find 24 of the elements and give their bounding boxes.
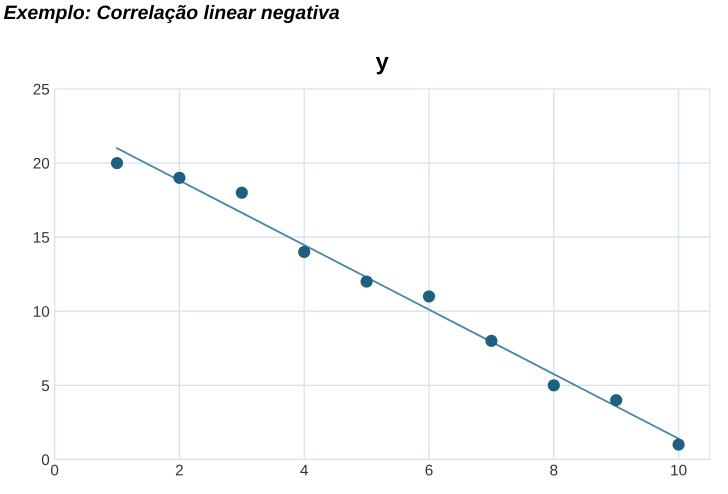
point bbox=[110, 156, 124, 170]
x-tick-label: 4 bbox=[300, 464, 308, 476]
y-tick-label: 10 bbox=[34, 306, 50, 317]
point bbox=[298, 246, 310, 258]
chart-title: y bbox=[376, 57, 389, 74]
y-tick-label: 25 bbox=[34, 84, 50, 95]
y-tick-label: 5 bbox=[42, 380, 50, 392]
point bbox=[422, 290, 436, 302]
point bbox=[236, 186, 248, 199]
x-tick-label: 2 bbox=[176, 464, 183, 476]
x-tick-label: 0 bbox=[50, 464, 58, 476]
x-tick-label: 6 bbox=[426, 464, 433, 476]
point bbox=[610, 394, 622, 406]
y-tick-label: 20 bbox=[34, 158, 50, 169]
text: Exemplo: Correlação linear negativa bbox=[4, 4, 340, 24]
point bbox=[485, 334, 498, 347]
point bbox=[360, 276, 373, 288]
x-tick-label: 8 bbox=[550, 464, 558, 476]
point bbox=[173, 172, 186, 184]
y-tick-label: 0 bbox=[42, 454, 50, 466]
point bbox=[672, 438, 685, 451]
y-tick-label: 15 bbox=[34, 232, 50, 243]
point bbox=[548, 379, 560, 392]
x-tick-label: 10 bbox=[671, 464, 686, 476]
